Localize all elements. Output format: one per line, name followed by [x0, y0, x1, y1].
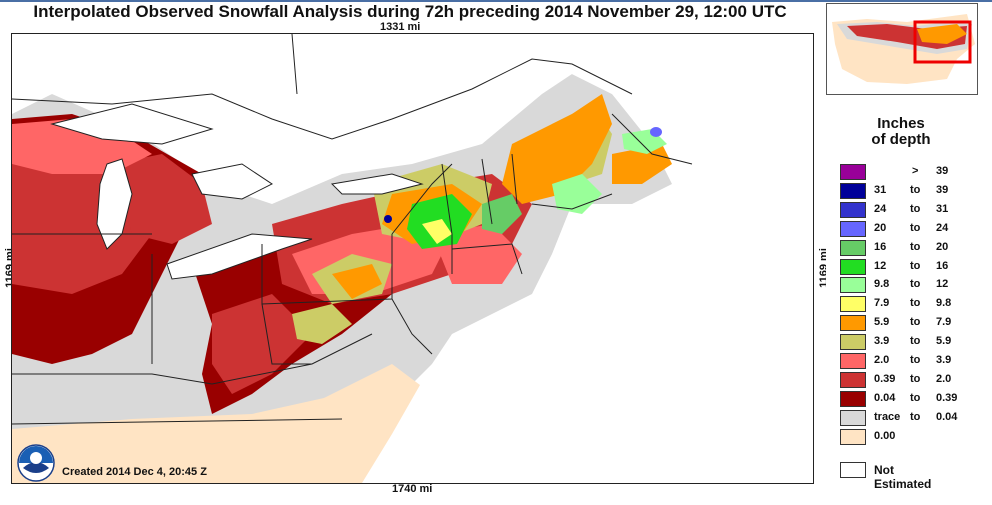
legend-separator: to — [910, 354, 921, 366]
legend-swatch — [840, 258, 866, 275]
legend-row: >39 — [840, 163, 990, 181]
legend-low-value: 7.9 — [874, 297, 890, 310]
legend-low-value: 3.9 — [874, 335, 890, 348]
legend-low-value: 2.0 — [874, 354, 890, 366]
legend-low-value: 16 — [874, 240, 887, 253]
legend-row: trace to 0.04 — [840, 409, 990, 427]
top-distance-label: 1331 mi — [380, 21, 421, 33]
legend-separator: to — [910, 335, 921, 348]
legend-swatch — [840, 201, 866, 218]
legend-row: 7.9 to 9.8 — [840, 295, 990, 313]
legend-high-value: 24 — [936, 221, 949, 234]
legend-separator: to — [910, 316, 921, 329]
legend-high-value: 0.39 — [936, 391, 958, 404]
legend-separator: to — [910, 372, 921, 385]
legend-high-value: 39 — [936, 165, 949, 177]
legend-swatch — [840, 220, 866, 237]
legend-high-value: 3.9 — [936, 354, 952, 366]
legend-row: 2.0 to 3.9 — [840, 352, 990, 370]
legend-high-value: 16 — [936, 259, 949, 272]
legend-high-value: 39 — [936, 183, 949, 196]
legend-separator: to — [910, 183, 921, 196]
legend-separator: to — [910, 297, 921, 310]
legend-separator: > — [912, 165, 919, 177]
legend-low-value: 9.8 — [874, 278, 890, 291]
overview-inset-map[interactable] — [826, 3, 978, 95]
legend-separator: to — [910, 410, 921, 423]
legend-row: 12 to 16 — [840, 258, 990, 276]
legend-swatch-not-estimated — [840, 462, 866, 478]
legend-row: 9.8 to 12 — [840, 276, 990, 294]
legend-title-line2: of depth — [871, 131, 931, 148]
legend-high-value: 0.04 — [936, 410, 958, 423]
legend-row: 3.9 to 5.9 — [840, 333, 990, 351]
legend-row: 5.9 to 7.9 — [840, 314, 990, 332]
legend-high-value: 7.9 — [936, 316, 952, 329]
legend-separator: to — [910, 221, 921, 234]
legend-low-value: 0.39 — [874, 372, 896, 385]
legend-swatch — [840, 409, 866, 426]
legend-separator: to — [910, 240, 921, 253]
legend-title-line1: Inches — [877, 115, 925, 132]
legend-swatch — [840, 371, 866, 388]
legend-not-estimated-label: Not Estimated — [874, 463, 932, 491]
legend-high-value: 31 — [936, 202, 949, 215]
legend-separator: to — [910, 278, 921, 291]
legend-high-value: 12 — [936, 278, 949, 291]
legend-swatch — [840, 334, 866, 351]
top-border-line — [0, 0, 992, 2]
legend-row: 20 to 24 — [840, 220, 990, 238]
legend-swatch — [840, 390, 866, 407]
legend-row: 0.00 — [840, 428, 990, 446]
legend-low-value: 20 — [874, 221, 887, 234]
snowfall-map-graphic — [12, 34, 813, 483]
noaa-logo-icon — [17, 444, 55, 482]
legend-low-value: 24 — [874, 202, 887, 215]
legend-high-value: 9.8 — [936, 297, 952, 310]
bottom-distance-label: 1740 mi — [392, 483, 433, 495]
legend-separator: to — [910, 202, 921, 215]
legend-swatch — [840, 296, 866, 313]
legend-low-value: 5.9 — [874, 316, 890, 329]
legend-row: 31 to 39 — [840, 182, 990, 200]
snowfall-map[interactable] — [11, 33, 814, 484]
legend-high-value: 20 — [936, 240, 949, 253]
legend-low-value: 0.00 — [874, 429, 896, 442]
legend-swatch — [840, 428, 866, 445]
legend-separator: to — [910, 391, 921, 404]
legend-separator: to — [910, 259, 921, 272]
legend-swatch — [840, 315, 866, 332]
legend-swatch — [840, 239, 866, 256]
legend-swatch — [840, 277, 866, 294]
legend-row: 0.04 to 0.39 — [840, 390, 990, 408]
legend-swatch — [840, 164, 866, 180]
legend-high-value: 5.9 — [936, 335, 952, 348]
legend-low-value: 12 — [874, 259, 887, 272]
legend-swatch — [840, 353, 866, 369]
legend-swatch — [840, 182, 866, 199]
legend: Inches of depth >39 31 to 39 24 to 31 20 to 24 16 t… — [826, 97, 992, 505]
legend-row: 0.39 to 2.0 — [840, 371, 990, 389]
legend-low-value: 31 — [874, 183, 887, 196]
legend-low-value: 0.04 — [874, 391, 896, 404]
legend-row: 24 to 31 — [840, 201, 990, 219]
map-title: Interpolated Observed Snowfall Analysis … — [33, 2, 787, 21]
created-timestamp: Created 2014 Dec 4, 20:45 Z — [62, 466, 207, 478]
noaa-logo — [17, 444, 55, 487]
legend-row: 16 to 20 — [840, 239, 990, 257]
legend-high-value: 2.0 — [936, 372, 952, 385]
overview-inset-graphic — [827, 4, 977, 94]
legend-low-value: trace — [874, 410, 901, 423]
